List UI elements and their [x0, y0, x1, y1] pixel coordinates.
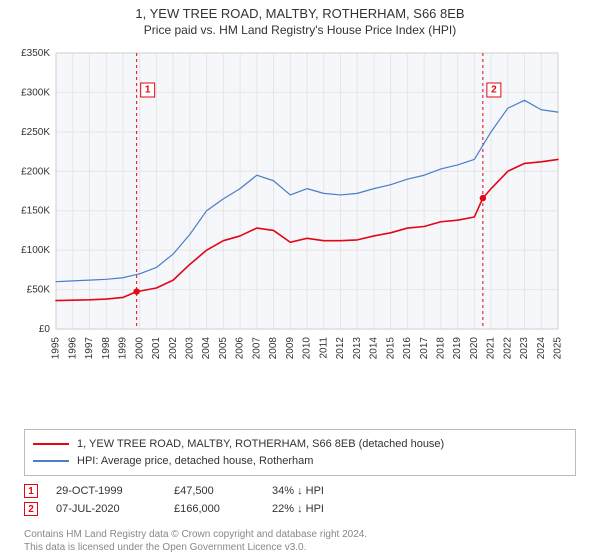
svg-text:2016: 2016 — [402, 337, 413, 360]
svg-text:£350K: £350K — [21, 48, 50, 59]
svg-text:2007: 2007 — [251, 337, 262, 360]
footer-line2: This data is licensed under the Open Gov… — [24, 541, 576, 554]
svg-text:2015: 2015 — [385, 337, 396, 360]
svg-text:2002: 2002 — [168, 337, 179, 360]
chart-area: £0 £50K £100K £150K £200K £250K £300K £350K 1995… — [8, 45, 592, 421]
legend-swatch — [33, 443, 69, 445]
svg-text:2010: 2010 — [302, 337, 313, 360]
svg-text:2013: 2013 — [352, 337, 363, 360]
svg-text:£200K: £200K — [21, 166, 50, 177]
svg-text:2019: 2019 — [452, 337, 463, 360]
sale-date: 29-OCT-1999 — [56, 485, 156, 497]
svg-text:1998: 1998 — [101, 337, 112, 360]
sale-marker: 2 — [24, 502, 38, 516]
legend-item: HPI: Average price, detached house, Roth… — [33, 453, 567, 470]
svg-text:£50K: £50K — [27, 285, 51, 296]
svg-text:1995: 1995 — [51, 337, 62, 360]
legend-label: HPI: Average price, detached house, Roth… — [77, 453, 313, 470]
sales-table: 1 29-OCT-1999 £47,500 34% ↓ HPI 2 07-JUL-2020… — [24, 484, 576, 520]
svg-text:£250K: £250K — [21, 127, 50, 138]
legend: 1, YEW TREE ROAD, MALTBY, ROTHERHAM, S66… — [24, 429, 576, 476]
line-chart-svg: £0 £50K £100K £150K £200K £250K £300K £350K 1995… — [8, 45, 568, 365]
svg-text:£300K: £300K — [21, 87, 50, 98]
sale-date: 07-JUL-2020 — [56, 503, 156, 515]
svg-text:2024: 2024 — [536, 337, 547, 360]
svg-text:1999: 1999 — [118, 337, 129, 360]
svg-text:1997: 1997 — [84, 337, 95, 360]
footer: Contains HM Land Registry data © Crown c… — [24, 528, 576, 554]
svg-text:2023: 2023 — [519, 337, 530, 360]
svg-text:£150K: £150K — [21, 206, 50, 217]
svg-text:2008: 2008 — [268, 337, 279, 360]
svg-text:2006: 2006 — [235, 337, 246, 360]
svg-text:2011: 2011 — [318, 337, 329, 359]
svg-text:2000: 2000 — [134, 337, 145, 360]
svg-text:2: 2 — [491, 85, 497, 96]
sale-pct: 34% ↓ HPI — [272, 485, 392, 497]
svg-text:2003: 2003 — [185, 337, 196, 360]
svg-text:£0: £0 — [39, 324, 51, 335]
sale-pct: 22% ↓ HPI — [272, 503, 392, 515]
legend-label: 1, YEW TREE ROAD, MALTBY, ROTHERHAM, S66… — [77, 436, 444, 453]
chart-titles: 1, YEW TREE ROAD, MALTBY, ROTHERHAM, S66… — [0, 0, 600, 39]
sale-marker: 1 — [24, 484, 38, 498]
svg-text:2020: 2020 — [469, 337, 480, 360]
svg-text:2018: 2018 — [436, 337, 447, 360]
svg-text:2005: 2005 — [218, 337, 229, 360]
title-main: 1, YEW TREE ROAD, MALTBY, ROTHERHAM, S66… — [4, 6, 596, 21]
svg-text:1996: 1996 — [67, 337, 78, 360]
svg-text:2022: 2022 — [502, 337, 513, 360]
legend-item: 1, YEW TREE ROAD, MALTBY, ROTHERHAM, S66… — [33, 436, 567, 453]
svg-text:2021: 2021 — [486, 337, 497, 360]
svg-text:1: 1 — [145, 85, 151, 96]
legend-swatch — [33, 460, 69, 462]
sale-price: £166,000 — [174, 503, 254, 515]
svg-text:2025: 2025 — [553, 337, 564, 360]
svg-text:2012: 2012 — [335, 337, 346, 360]
sale-price: £47,500 — [174, 485, 254, 497]
title-sub: Price paid vs. HM Land Registry's House … — [4, 23, 596, 37]
footer-line1: Contains HM Land Registry data © Crown c… — [24, 528, 576, 541]
svg-text:2017: 2017 — [419, 337, 430, 360]
svg-text:2004: 2004 — [201, 337, 212, 360]
svg-text:2014: 2014 — [369, 337, 380, 360]
svg-text:2009: 2009 — [285, 337, 296, 360]
svg-text:£100K: £100K — [21, 245, 50, 256]
svg-text:2001: 2001 — [151, 337, 162, 360]
sale-row: 2 07-JUL-2020 £166,000 22% ↓ HPI — [24, 502, 576, 516]
sale-row: 1 29-OCT-1999 £47,500 34% ↓ HPI — [24, 484, 576, 498]
